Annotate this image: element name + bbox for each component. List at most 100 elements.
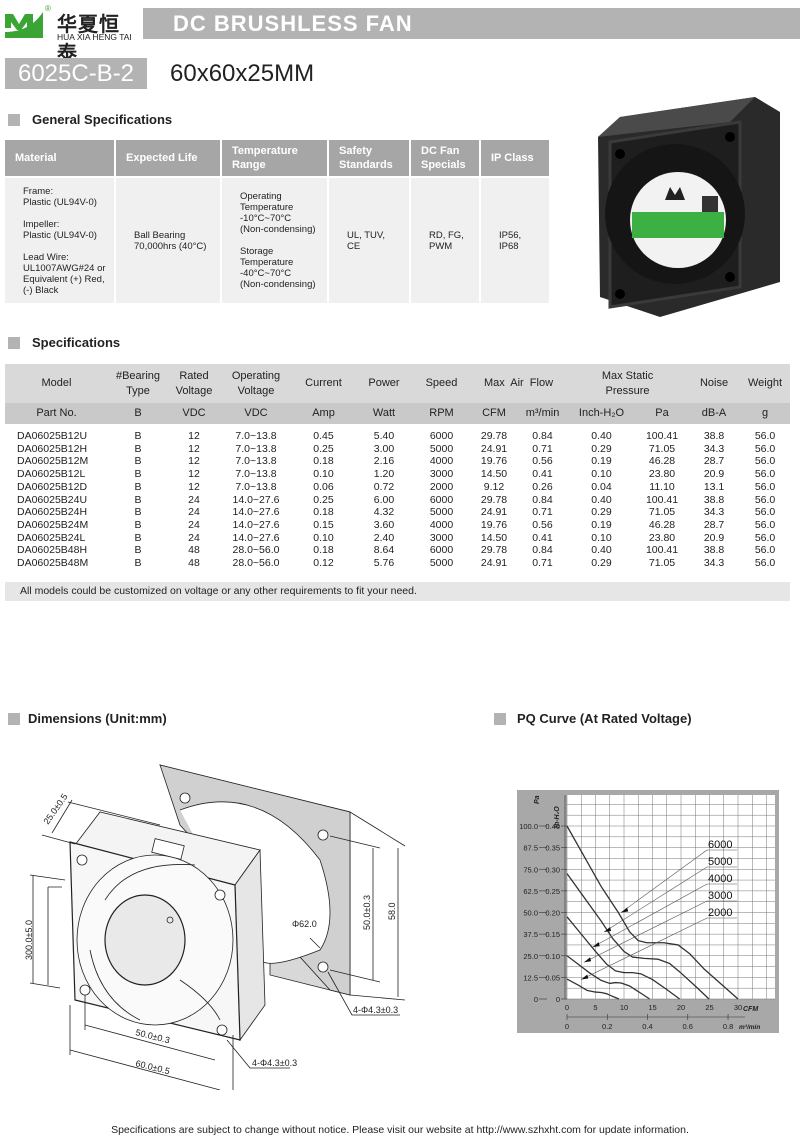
y-tick-label: 0.10: [545, 952, 560, 961]
hole-pitch-horizontal: 50.0±0.3: [135, 1027, 171, 1045]
y-axis-label: In-H₂O: [554, 806, 561, 828]
table-row: DA06025B24H B 24 14.0~27.6 0.18 4.32 5000 24.91…: [5, 506, 790, 519]
pq-curve-3000: [566, 955, 651, 1000]
spec-cell: B: [134, 430, 142, 442]
spec-cell: 0.19: [591, 518, 612, 531]
height-dimension: 58.0: [387, 902, 397, 920]
safety-value: UL, TUV, CE: [328, 176, 411, 303]
y-tick-label: 0.05: [545, 973, 560, 982]
unit-header: VDC: [168, 403, 220, 424]
spec-cell: 6.00: [373, 493, 395, 506]
curve-leader-line: [592, 883, 708, 948]
spec-cell: 24: [188, 518, 200, 531]
curve-leader-line: [581, 917, 708, 980]
spec-cell: 0.18: [313, 455, 334, 468]
y2-tick-label: 0: [534, 995, 538, 1004]
spec-cell: 48: [188, 557, 200, 570]
spec-cell: 4.32: [373, 506, 395, 519]
section-title: General Specifications: [32, 112, 173, 127]
section-marker-icon: [8, 713, 20, 725]
brand-name-en: HUA XIA HENG TAI: [57, 32, 132, 42]
spec-cell: 0.25: [313, 493, 334, 506]
hdr-static-pressure: Max Static Pressure: [567, 364, 689, 403]
table-row: DA06025B12D B 12 7.0~13.8 0.06 0.72 2000 9.12 0.…: [5, 481, 790, 494]
curve-label-5000: 5000: [708, 856, 732, 868]
unit-header: VDC: [220, 403, 292, 424]
spec-cell: 28.7: [703, 455, 725, 468]
spec-cell: 29.78: [480, 493, 508, 506]
spec-cell: 0.18: [313, 544, 334, 557]
unit-header: Inch-H₂O: [567, 403, 637, 424]
spec-cell: 0.12: [313, 557, 334, 570]
spec-cell: 19.76: [480, 455, 508, 468]
arrow-icon: [581, 974, 589, 980]
part-number: DA06025B12D: [17, 480, 88, 493]
spec-cell: B: [134, 531, 142, 544]
y2-tick-label: 75.0: [523, 865, 538, 874]
section-marker-icon: [494, 713, 506, 725]
spec-cell: 0.10: [313, 531, 334, 544]
col-temperature: Temperature Range: [221, 140, 329, 177]
spec-cell: 0.29: [591, 442, 612, 455]
expected-life-value: Ball Bearing 70,000hrs (40°C): [115, 176, 222, 303]
col-safety: Safety Standards: [328, 140, 411, 177]
spec-cell: B: [134, 493, 142, 506]
model-number: 6025C-B-2: [5, 58, 147, 89]
spec-cell: 14.0~27.6: [232, 518, 280, 531]
fan-product-photo: [598, 97, 780, 317]
spec-cell: 56.0: [754, 468, 776, 481]
spec-cell: 48: [188, 544, 200, 557]
spec-cell: 0.84: [532, 544, 553, 557]
x-axis-label: CFM: [743, 1006, 758, 1013]
spec-cell: 0.40: [591, 430, 612, 442]
table-row: DA06025B24U B 24 14.0~27.6 0.25 6.00 6000 29.78…: [5, 494, 790, 507]
y2-tick-label: 100.0: [519, 822, 538, 831]
spec-cell: 0.84: [532, 430, 553, 442]
x-tick-label: 25: [705, 1003, 713, 1012]
hdr-operating-voltage: Operating Voltage: [220, 364, 292, 403]
x-tick-label: 20: [677, 1003, 685, 1012]
table-row: DA06025B12L B 12 7.0~13.8 0.10 1.20 3000 14.50 0…: [5, 468, 790, 481]
spec-cell: 2.40: [373, 531, 395, 544]
general-specs-table: Material Expected Life Temperature Range…: [5, 140, 551, 303]
spec-cell: 23.80: [648, 531, 676, 544]
spec-cell: 38.8: [703, 493, 725, 506]
spec-cell: 5.76: [373, 557, 395, 570]
spec-cell: 6000: [429, 544, 454, 557]
table-row: DA06025B12M B 12 7.0~13.8 0.18 2.16 4000 19.76 0…: [5, 455, 790, 468]
spec-cell: 0.56: [532, 518, 553, 531]
footer-disclaimer: Specifications are subject to change wit…: [111, 1124, 689, 1136]
plot-area: [567, 795, 775, 999]
spec-cell: B: [134, 480, 142, 493]
material-value: Frame: Plastic (UL94V-0) Impeller: Plast…: [5, 176, 116, 303]
spec-cell: 4000: [429, 455, 454, 468]
spec-cell: 24: [188, 493, 200, 506]
part-number: DA06025B12M: [17, 455, 89, 468]
spec-cell: 28.0~56.0: [232, 557, 280, 570]
arrow-icon: [621, 907, 629, 913]
spec-cell: 0.56: [532, 455, 553, 468]
y-tick-label: 0.40: [545, 822, 560, 831]
y2-tick-label: 12.5: [523, 973, 538, 982]
x-tick-label: 10: [620, 1003, 628, 1012]
dimensions-heading: Dimensions (Unit:mm): [8, 711, 167, 726]
spec-cell: 0.71: [532, 506, 553, 519]
hdr-bearing: #Bearing Type: [108, 364, 168, 403]
x-tick-label: 15: [648, 1003, 656, 1012]
ip-value: IP56, IP68: [480, 176, 551, 303]
spec-cell: 0.10: [591, 531, 612, 544]
table-row: DA06025B24L B 24 14.0~27.6 0.10 2.40 3000 14.50…: [5, 532, 790, 545]
spec-cell: 0.41: [532, 468, 553, 481]
company-logo: ® 华夏恒泰 HUA XIA HENG TAI: [5, 4, 140, 65]
hole-right-dimension: 4-Φ4.3±0.3: [353, 1005, 398, 1015]
y-tick-label: 0.20: [545, 909, 560, 918]
hdr-weight: Weight: [740, 364, 791, 403]
hole-pitch-vertical: 50.0±0.3: [362, 895, 372, 930]
section-title: PQ Curve (At Rated Voltage): [517, 711, 692, 726]
y-tick-label: 0.30: [545, 865, 560, 874]
pq-curve-2000: [566, 978, 620, 1000]
part-number: DA06025B12U: [17, 430, 88, 442]
y2-tick-label: 50.0: [523, 909, 538, 918]
spec-cell: 71.05: [648, 442, 676, 455]
dimension-drawing: 25.0±0.5 300.0±5.0 50.0±0.3 60.0±0.5 4-Φ…: [24, 764, 406, 1090]
